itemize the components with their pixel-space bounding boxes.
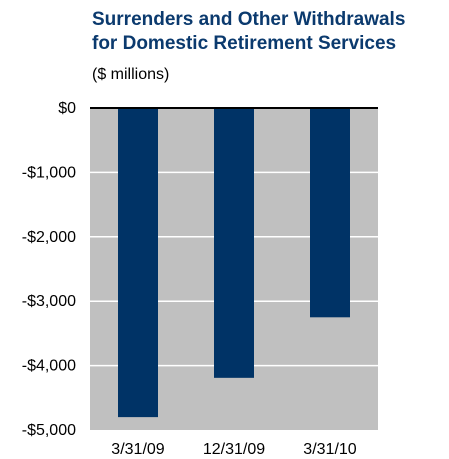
y-tick-label: -$1,000: [22, 164, 76, 181]
y-tick-label: $0: [58, 100, 76, 117]
bar-3-31-10: [310, 108, 350, 318]
chart-subtitle: ($ millions): [92, 66, 170, 83]
chart-title-line-1: Surrenders and Other Withdrawals: [92, 9, 406, 30]
x-tick-label: 12/31/09: [203, 441, 265, 458]
x-tick-label: 3/31/09: [111, 441, 164, 458]
y-tick-label: -$3,000: [22, 293, 76, 310]
bar-12-31-09: [214, 108, 254, 378]
bar-3-31-09: [118, 108, 158, 418]
y-tick-label: -$5,000: [22, 422, 76, 439]
chart-title-line-2: for Domestic Retirement Services: [92, 33, 397, 54]
y-tick-label: -$2,000: [22, 229, 76, 246]
chart-title: Surrenders and Other Withdrawals for Dom…: [92, 8, 442, 56]
x-tick-label: 3/31/10: [303, 441, 356, 458]
y-tick-label: -$4,000: [22, 358, 76, 375]
